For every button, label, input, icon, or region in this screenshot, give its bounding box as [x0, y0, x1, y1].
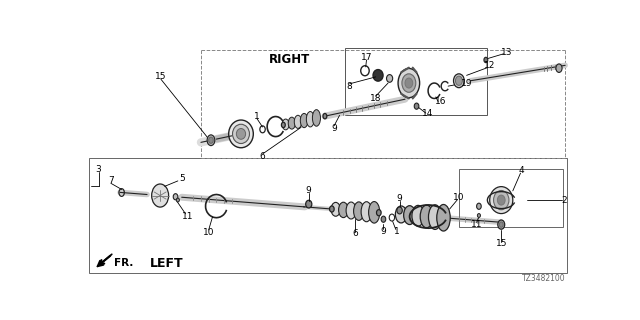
- Text: RIGHT: RIGHT: [269, 53, 310, 67]
- Ellipse shape: [387, 75, 393, 82]
- Text: 4: 4: [518, 166, 524, 175]
- Text: LEFT: LEFT: [150, 257, 183, 270]
- Ellipse shape: [490, 187, 513, 213]
- Ellipse shape: [373, 69, 383, 81]
- Ellipse shape: [282, 119, 289, 130]
- Text: 7: 7: [108, 176, 114, 186]
- Text: 1: 1: [394, 227, 400, 236]
- Text: 17: 17: [361, 53, 372, 62]
- Bar: [345, 48, 488, 116]
- Ellipse shape: [330, 206, 334, 212]
- Ellipse shape: [454, 74, 464, 88]
- Text: 15: 15: [155, 72, 166, 81]
- Ellipse shape: [376, 210, 381, 216]
- Text: 1: 1: [254, 112, 260, 121]
- Text: 3: 3: [95, 165, 101, 174]
- Text: 5: 5: [179, 174, 184, 183]
- Ellipse shape: [312, 110, 321, 126]
- Ellipse shape: [484, 57, 488, 63]
- Text: 6: 6: [352, 229, 358, 238]
- Ellipse shape: [429, 205, 442, 229]
- Text: 6: 6: [260, 152, 266, 161]
- Ellipse shape: [294, 115, 301, 128]
- Ellipse shape: [405, 78, 413, 88]
- Ellipse shape: [397, 207, 403, 214]
- Text: 9: 9: [332, 124, 337, 132]
- Text: 10: 10: [453, 193, 465, 202]
- Ellipse shape: [300, 113, 308, 128]
- Ellipse shape: [307, 112, 314, 127]
- Text: 10: 10: [203, 228, 214, 237]
- Ellipse shape: [402, 74, 416, 92]
- Ellipse shape: [493, 190, 509, 210]
- Ellipse shape: [323, 114, 327, 119]
- Text: 19: 19: [461, 78, 472, 88]
- Text: 2: 2: [561, 196, 567, 204]
- Ellipse shape: [381, 216, 386, 222]
- Text: 9: 9: [381, 227, 387, 236]
- Bar: [459, 169, 563, 227]
- Ellipse shape: [420, 205, 433, 228]
- Ellipse shape: [477, 203, 481, 209]
- Text: 9: 9: [397, 195, 403, 204]
- Ellipse shape: [499, 222, 503, 227]
- Text: 13: 13: [501, 48, 513, 57]
- Bar: [90, 158, 566, 273]
- Ellipse shape: [361, 202, 372, 222]
- Ellipse shape: [228, 120, 253, 148]
- Ellipse shape: [339, 202, 348, 218]
- Ellipse shape: [236, 129, 246, 139]
- Ellipse shape: [173, 194, 178, 200]
- Ellipse shape: [288, 117, 296, 129]
- Ellipse shape: [232, 124, 250, 143]
- Text: 11: 11: [471, 220, 483, 229]
- Ellipse shape: [414, 103, 419, 109]
- Ellipse shape: [306, 200, 312, 208]
- Text: TZ3482100: TZ3482100: [522, 274, 565, 283]
- Ellipse shape: [207, 135, 215, 146]
- Text: 14: 14: [422, 109, 434, 118]
- Ellipse shape: [354, 202, 364, 220]
- Text: 11: 11: [182, 212, 194, 221]
- Text: 16: 16: [435, 97, 447, 106]
- Text: 18: 18: [370, 94, 381, 103]
- Ellipse shape: [412, 205, 424, 226]
- Text: FR.: FR.: [115, 258, 134, 268]
- Ellipse shape: [346, 202, 356, 219]
- Ellipse shape: [436, 204, 450, 231]
- Ellipse shape: [556, 64, 562, 72]
- Text: 8: 8: [347, 82, 353, 91]
- Ellipse shape: [152, 184, 168, 207]
- Ellipse shape: [498, 220, 505, 229]
- Ellipse shape: [209, 137, 213, 143]
- Ellipse shape: [404, 206, 415, 225]
- Ellipse shape: [331, 202, 340, 216]
- Text: 15: 15: [495, 239, 507, 248]
- Text: 12: 12: [484, 61, 495, 70]
- Ellipse shape: [497, 195, 505, 205]
- Ellipse shape: [398, 68, 420, 98]
- Text: 9: 9: [306, 186, 312, 195]
- Ellipse shape: [396, 206, 407, 223]
- Ellipse shape: [477, 213, 481, 217]
- Ellipse shape: [456, 76, 462, 85]
- Ellipse shape: [369, 202, 380, 223]
- Ellipse shape: [282, 122, 285, 128]
- Ellipse shape: [176, 198, 179, 202]
